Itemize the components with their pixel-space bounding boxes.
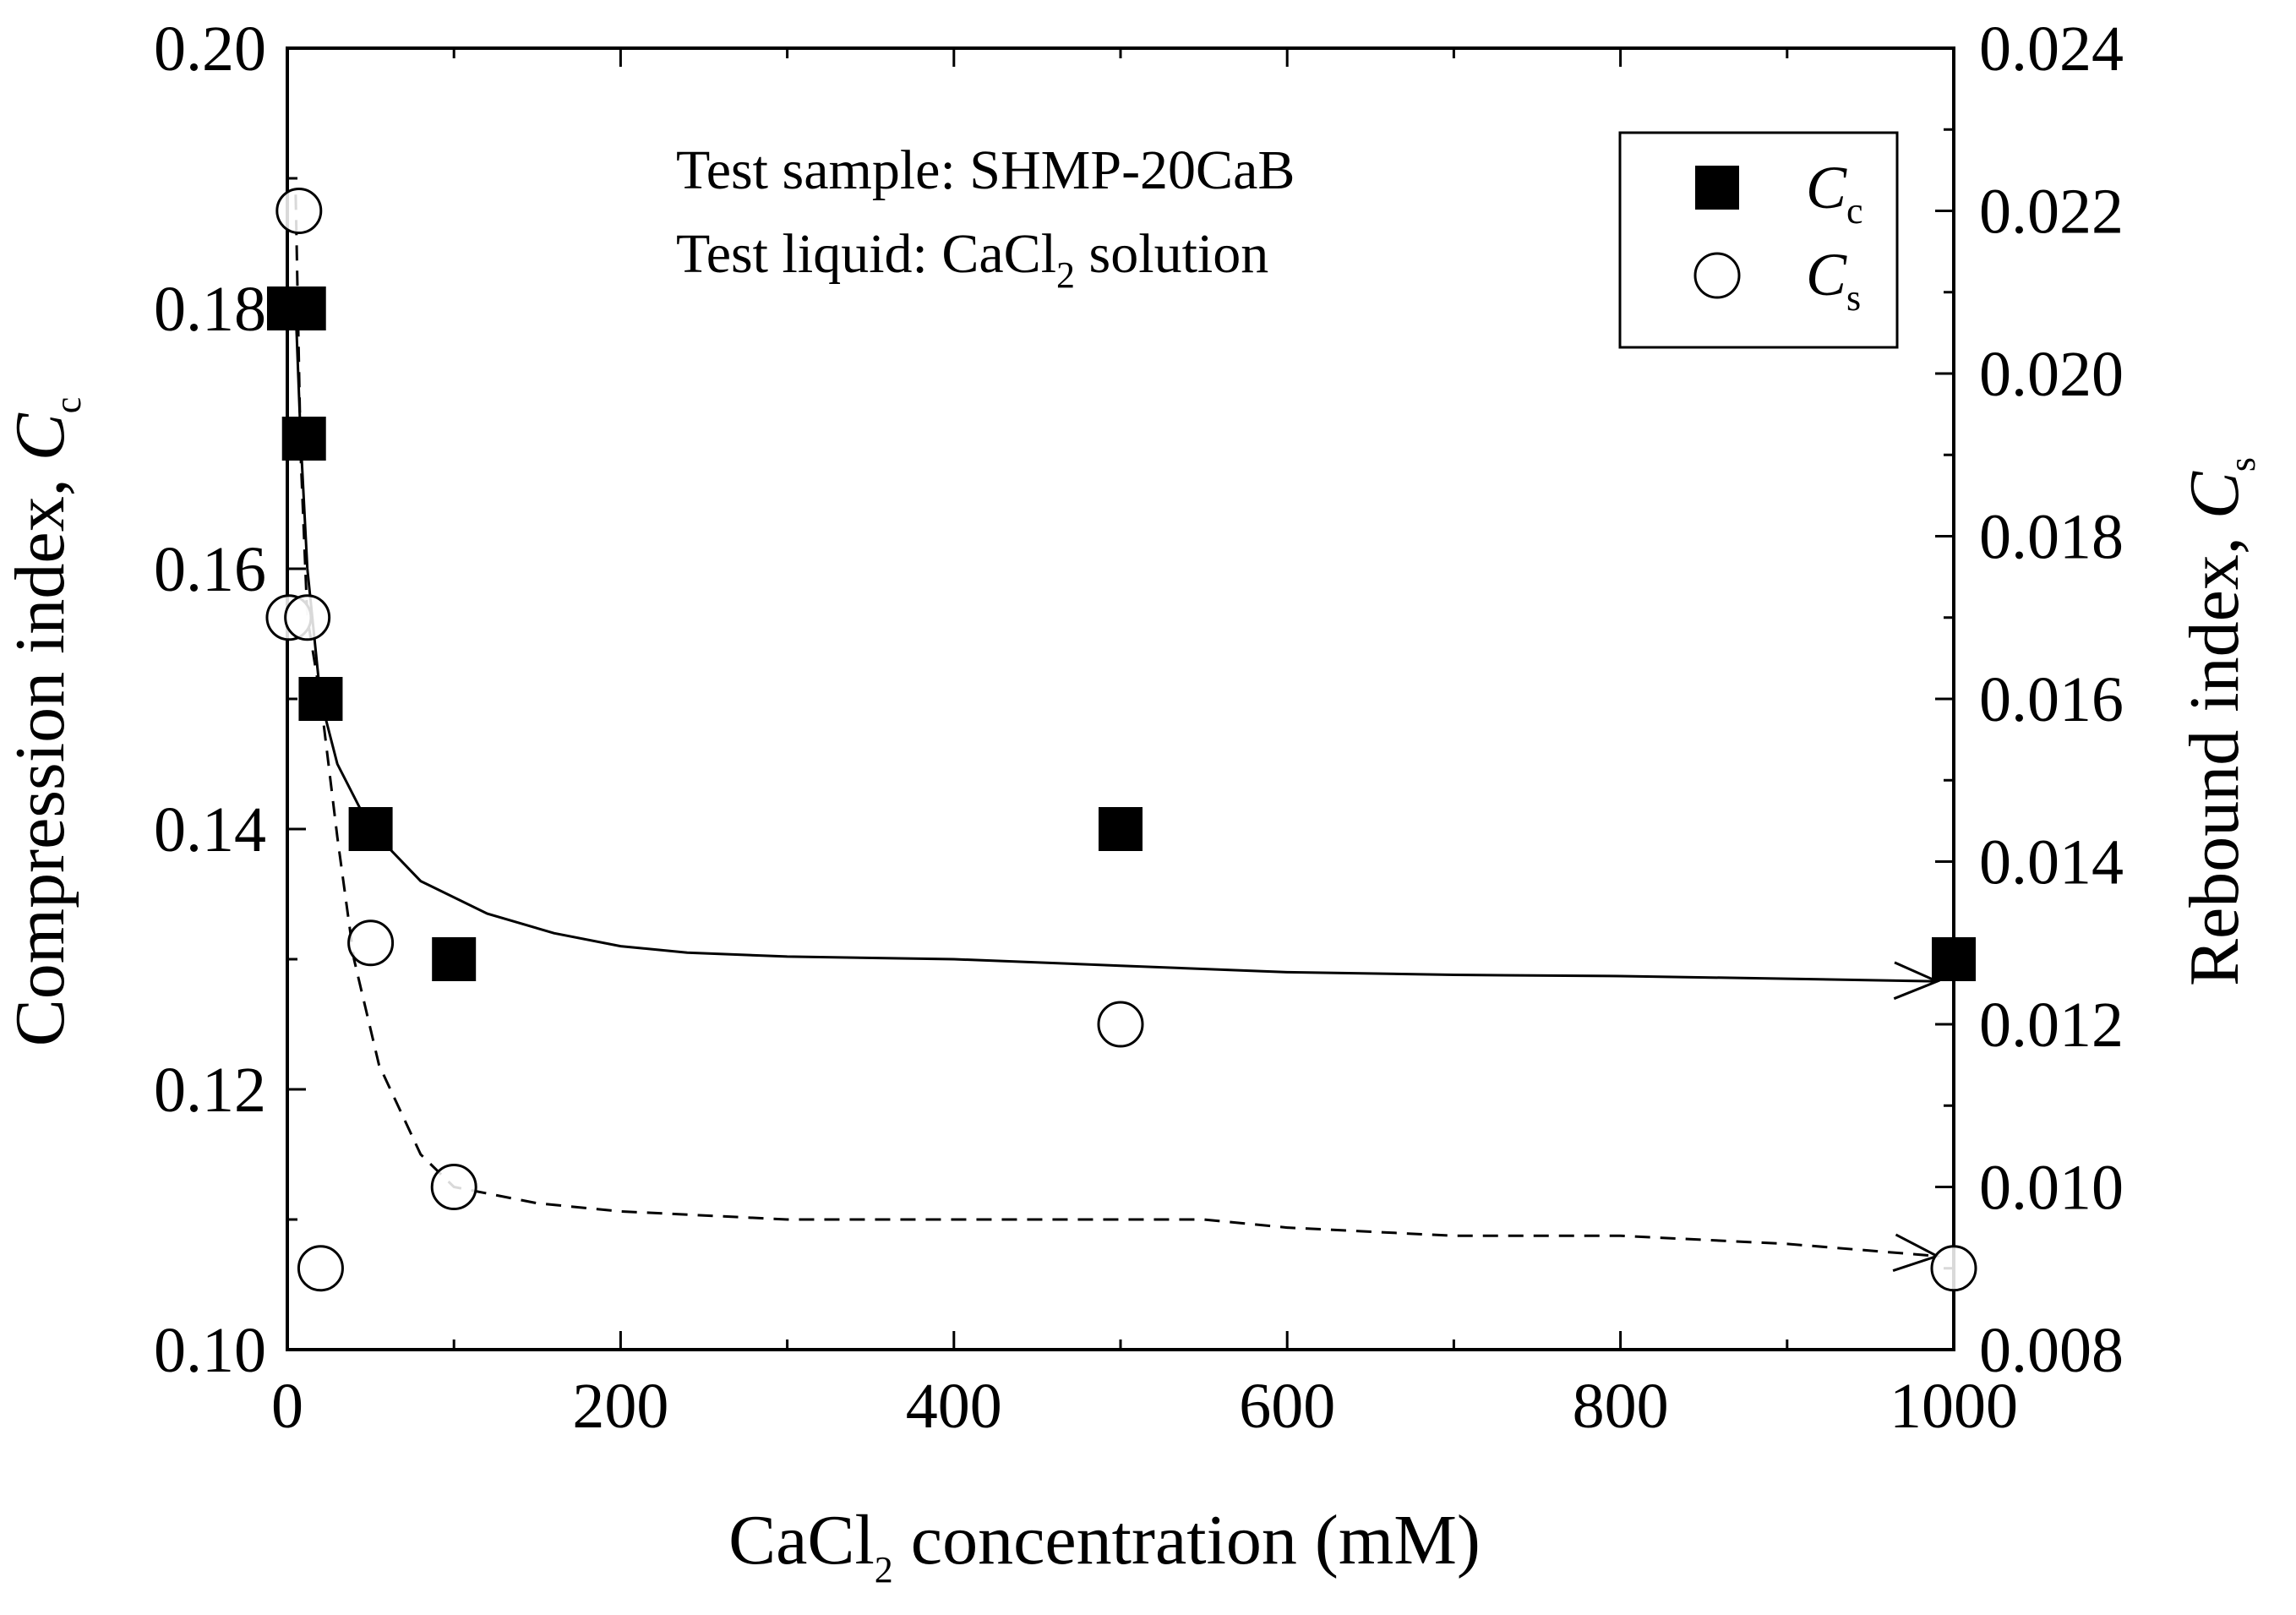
trend-line-cs: [294, 194, 1938, 1258]
annotation-test-liquid-post: solution: [1075, 223, 1268, 285]
y-left-tick-label: 0.16: [154, 534, 266, 605]
data-marks: [265, 188, 1977, 1292]
y-right-axis-title: Rebound index, Cs: [2175, 457, 2263, 986]
legend-cs-label: Cs: [1806, 241, 1861, 319]
point-cs: [297, 1245, 344, 1292]
y-left-axis-title: Compression index, Cc: [1, 397, 89, 1047]
y-left-axis-title-symbol: C: [1, 412, 79, 461]
point-cs: [430, 1164, 477, 1210]
x-tick-label: 800: [1573, 1371, 1669, 1442]
legend-cc-label: Cc: [1806, 154, 1863, 232]
y-right-axis-title-text: Rebound index,: [2175, 519, 2254, 986]
point-cc: [1932, 937, 1976, 981]
legend-cc-symbol: C: [1806, 154, 1847, 221]
x-tick-label: 400: [906, 1371, 1002, 1442]
y-left-tick-label: 0.12: [154, 1055, 266, 1126]
x-axis-title-post: concentration (mM): [893, 1501, 1481, 1580]
trend-arrow-cc: [1893, 961, 1941, 1001]
y-right-tick-label: 0.024: [1979, 14, 2124, 85]
y-right-tick-label: 0.008: [1979, 1315, 2124, 1386]
y-left-tick-label: 0.10: [154, 1315, 266, 1386]
y-right-tick-label: 0.014: [1979, 827, 2124, 898]
point-cc: [432, 937, 477, 981]
trend-lines: [294, 194, 1941, 1273]
legend-box: [1618, 131, 1899, 349]
x-axis-title-sub: 2: [875, 1549, 893, 1590]
y-right-tick-label: 0.022: [1979, 177, 2124, 248]
point-cc: [348, 807, 393, 851]
point-cc: [1099, 807, 1143, 851]
legend-cc-marker: [1695, 166, 1739, 210]
x-axis-title: CaCl2 concentration (mM): [728, 1501, 1481, 1590]
x-tick-label: 1000: [1890, 1371, 2018, 1442]
legend-cs-marker: [1693, 252, 1741, 299]
x-tick-label: 200: [572, 1371, 668, 1442]
point-cc: [281, 417, 326, 461]
point-cc: [281, 286, 326, 330]
y-right-tick-label: 0.016: [1979, 664, 2124, 735]
point-cs: [1930, 1245, 1977, 1292]
trend-line-cc: [294, 308, 1938, 983]
y-left-axis-title-sub: c: [47, 397, 89, 414]
y-left-tick-label: 0.14: [154, 794, 266, 865]
x-tick-label: 0: [271, 1371, 303, 1442]
y-right-axis-title-symbol: C: [2175, 471, 2254, 519]
legend-cs-symbol: C: [1806, 241, 1847, 308]
point-cs: [275, 188, 323, 234]
point-cs: [347, 919, 395, 967]
point-cs: [1097, 1001, 1144, 1048]
legend: Cc Cs: [1618, 131, 1899, 349]
y-right-tick-label: 0.012: [1979, 990, 2124, 1061]
y-left-axis-title-text: Compression index,: [1, 461, 79, 1046]
point-cc: [298, 677, 343, 721]
legend-cs-sub: s: [1846, 277, 1861, 319]
y-right-tick-label: 0.018: [1979, 502, 2124, 573]
annotation-test-liquid-sub: 2: [1056, 254, 1075, 296]
annotation-test-sample: Test sample: SHMP-20CaB: [676, 139, 1295, 201]
legend-cc-sub: c: [1846, 190, 1863, 232]
y-right-tick-label: 0.010: [1979, 1153, 2124, 1224]
y-right-axis-title-sub: s: [2222, 457, 2263, 472]
annotation-test-liquid-pre: Test liquid: CaCl: [676, 223, 1056, 285]
x-axis-title-pre: CaCl: [728, 1501, 875, 1580]
axes: 0 200 400 600 800 1000 0.10 0.12 0.14 0.16 0.18 0.2…: [154, 14, 2124, 1442]
y-right-tick-label: 0.020: [1979, 339, 2124, 410]
point-cs: [284, 594, 331, 641]
x-tick-label: 600: [1239, 1371, 1335, 1442]
y-left-tick-label: 0.18: [154, 274, 266, 345]
annotation-test-liquid: Test liquid: CaCl2 solution: [676, 223, 1268, 296]
y-left-tick-label: 0.20: [154, 14, 266, 85]
